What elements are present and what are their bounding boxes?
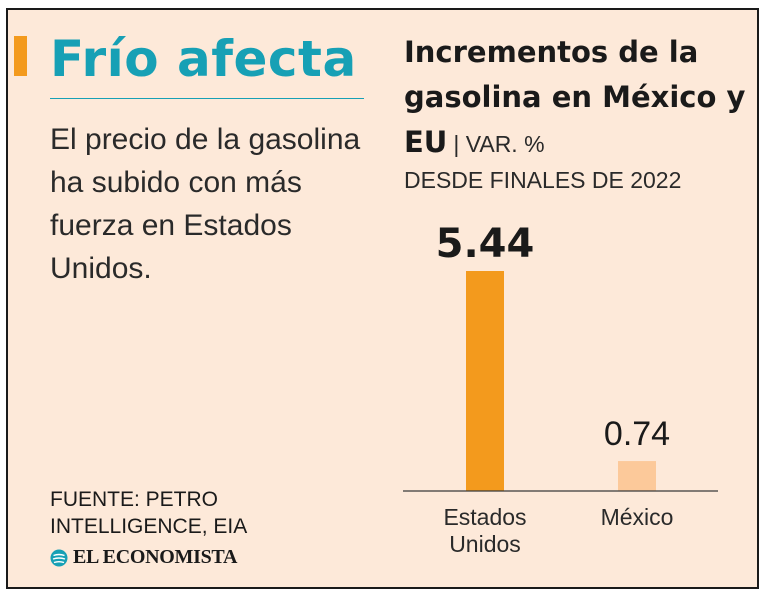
logo-text: EL ECONOMISTA <box>73 546 238 568</box>
category-label: Estados Unidos <box>443 504 526 557</box>
chart-title: Incrementos de la gasolina en México y E… <box>404 30 749 167</box>
category-label: México <box>601 504 674 530</box>
value-label: 0.74 <box>604 415 670 453</box>
accent-bar <box>14 36 27 76</box>
bar-mexico <box>618 461 656 491</box>
value-label: 5.44 <box>436 221 535 267</box>
subhead: El precio de la gasolina ha subido con m… <box>50 123 361 285</box>
publisher-logo: EL ECONOMISTA <box>50 546 237 569</box>
globe-icon <box>50 549 68 566</box>
infographic-frame <box>6 8 759 589</box>
bar-estados-unidos <box>466 271 504 491</box>
headline-rule <box>50 98 364 99</box>
headline: Frío afecta <box>50 30 357 88</box>
chart-title-text: Incrementos de la gasolina en México y E… <box>404 35 746 159</box>
bar-chart: 5.44 Estados Unidos 0.74 México <box>403 221 718 557</box>
chart-title-suffix: | VAR. % <box>453 131 545 157</box>
source-note: FUENTE: PETRO INTELLIGENCE, EIA <box>50 488 248 538</box>
chart-subtitle: DESDE FINALES DE 2022 <box>404 167 682 193</box>
